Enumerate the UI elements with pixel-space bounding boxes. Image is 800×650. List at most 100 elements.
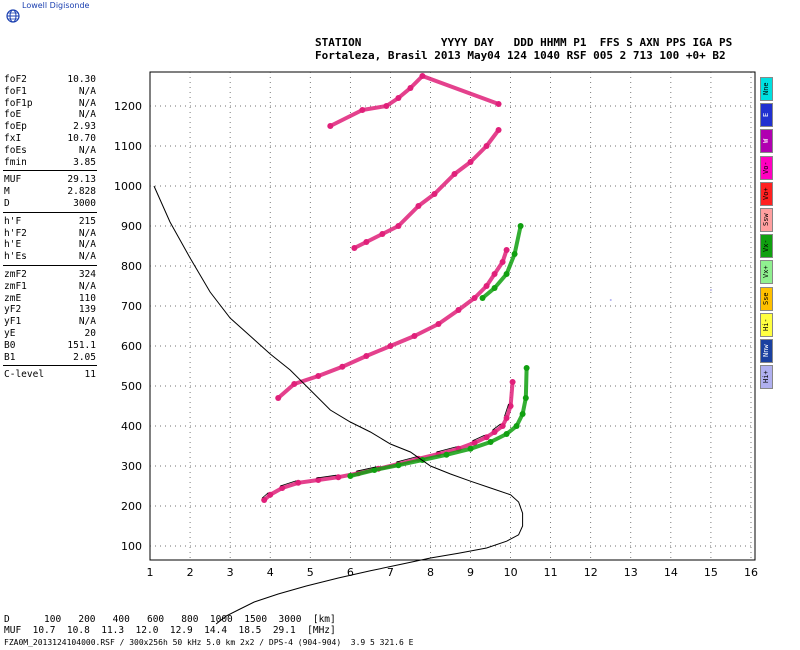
echo-trace-segment xyxy=(340,354,369,369)
y-tick-label: 100 xyxy=(121,540,142,553)
y-tick-label: 500 xyxy=(121,380,142,393)
param-row: yE 20 xyxy=(4,328,96,339)
param-value: N/A xyxy=(78,251,96,263)
param-value: 151.1 xyxy=(67,339,96,351)
legend-item-vx: Vx- xyxy=(760,234,773,259)
x-tick-label: 3 xyxy=(227,566,234,579)
y-tick-label: 900 xyxy=(121,220,142,233)
echo-trace-segment xyxy=(364,344,393,358)
param-key: foF1 xyxy=(4,85,27,97)
echo-trace-segment xyxy=(292,374,321,386)
x-tick-label: 9 xyxy=(467,566,474,579)
param-key: MUF xyxy=(4,174,22,186)
echo-trace-segment xyxy=(372,463,401,472)
echo-trace-outline xyxy=(356,466,377,472)
param-row: foF2 10.30 xyxy=(4,74,96,85)
x-tick-label: 8 xyxy=(427,566,434,579)
legend-item-hi: Hi- xyxy=(760,312,773,337)
legend-item-vx: Vx+ xyxy=(760,260,773,285)
param-key: M xyxy=(4,186,10,198)
param-key: h'F xyxy=(4,215,22,227)
echo-trace-outline xyxy=(472,434,485,442)
param-key: B1 xyxy=(4,351,16,363)
param-value: N/A xyxy=(78,85,96,97)
param-key: foF1p xyxy=(4,97,33,109)
param-row: MUF 29.13 xyxy=(4,174,96,185)
param-row: yF1 N/A xyxy=(4,316,96,327)
y-tick-label: 300 xyxy=(121,460,142,473)
param-row: zmE 110 xyxy=(4,293,96,304)
x-tick-label: 11 xyxy=(544,566,558,579)
y-tick-label: 200 xyxy=(121,500,142,513)
echo-trace-segment xyxy=(420,74,501,106)
param-row: h'E N/A xyxy=(4,239,96,250)
param-value: 29.13 xyxy=(67,174,96,186)
distance-row: D 100 200 400 600 800 1000 1500 3000 [km… xyxy=(4,614,336,625)
param-key: h'E xyxy=(4,239,22,251)
param-key: zmF1 xyxy=(4,280,27,292)
globe-icon xyxy=(6,9,20,23)
param-value: 2.93 xyxy=(73,121,96,133)
x-tick-label: 16 xyxy=(744,566,758,579)
y-tick-label: 700 xyxy=(121,300,142,313)
echo-trace-segment xyxy=(388,334,417,348)
param-key: zmF2 xyxy=(4,269,27,280)
echo-trace-segment xyxy=(436,308,461,326)
param-row: fmin 3.85 xyxy=(4,157,96,168)
param-row: fxI 10.70 xyxy=(4,133,96,144)
param-row: zmF2 324 xyxy=(4,269,96,280)
param-row: h'Es N/A xyxy=(4,251,96,262)
brand-name: Lowell Digisonde xyxy=(22,1,90,10)
y-tick-label: 1200 xyxy=(114,100,142,113)
y-tick-label: 800 xyxy=(121,260,142,273)
param-key: foEp xyxy=(4,121,27,133)
y-tick-label: 1000 xyxy=(114,180,142,193)
echo-trace-segment xyxy=(484,128,501,148)
param-value: N/A xyxy=(78,227,96,239)
param-separator xyxy=(3,211,97,213)
param-row: C-level 11 xyxy=(4,369,96,380)
param-row: foEs N/A xyxy=(4,145,96,156)
param-value: 2.828 xyxy=(67,186,96,198)
param-row: foE N/A xyxy=(4,109,96,120)
echo-trace-segment xyxy=(360,104,389,112)
param-value: 139 xyxy=(78,304,96,316)
header-values: Fortaleza, Brasil 2013 May04 124 1040 RS… xyxy=(315,49,726,62)
legend-item-nnw: Nnw xyxy=(760,339,773,363)
echo-point xyxy=(495,101,502,107)
param-key: h'Es xyxy=(4,251,27,263)
param-key: zmE xyxy=(4,292,22,304)
param-value: 324 xyxy=(78,269,96,280)
param-value: N/A xyxy=(78,97,96,109)
echo-point xyxy=(609,299,612,301)
param-separator xyxy=(3,170,97,172)
param-row: h'F 215 xyxy=(4,216,96,227)
echo-trace-segment xyxy=(420,452,449,462)
legend-item-nne: Nne xyxy=(760,77,773,101)
legend-item-hi: Hi+ xyxy=(760,365,773,390)
x-tick-label: 13 xyxy=(624,566,638,579)
echo-trace-segment xyxy=(432,172,457,196)
param-value: N/A xyxy=(78,109,96,121)
echo-trace-outline xyxy=(492,423,501,431)
param-row: foEp 2.93 xyxy=(4,121,96,132)
param-value: N/A xyxy=(78,280,96,292)
x-tick-label: 10 xyxy=(504,566,518,579)
header-columns: STATION YYYY DAY DDD HHMM P1 FFS S AXN P… xyxy=(315,36,733,49)
echo-point xyxy=(509,379,516,385)
param-key: foEs xyxy=(4,144,27,156)
param-key: foE xyxy=(4,109,22,121)
echo-trace-outline xyxy=(261,492,269,499)
echo-trace-segment xyxy=(468,144,489,164)
echo-trace-outline xyxy=(504,403,509,417)
param-key: yE xyxy=(4,328,16,339)
x-tick-label: 12 xyxy=(584,566,598,579)
echo-trace-segment xyxy=(276,382,297,400)
echo-trace-segment xyxy=(316,364,345,378)
echo-point xyxy=(517,223,524,229)
param-key: yF2 xyxy=(4,304,22,316)
param-key: B0 xyxy=(4,339,16,351)
y-tick-label: 400 xyxy=(121,420,142,433)
param-row: M 2.828 xyxy=(4,186,96,197)
